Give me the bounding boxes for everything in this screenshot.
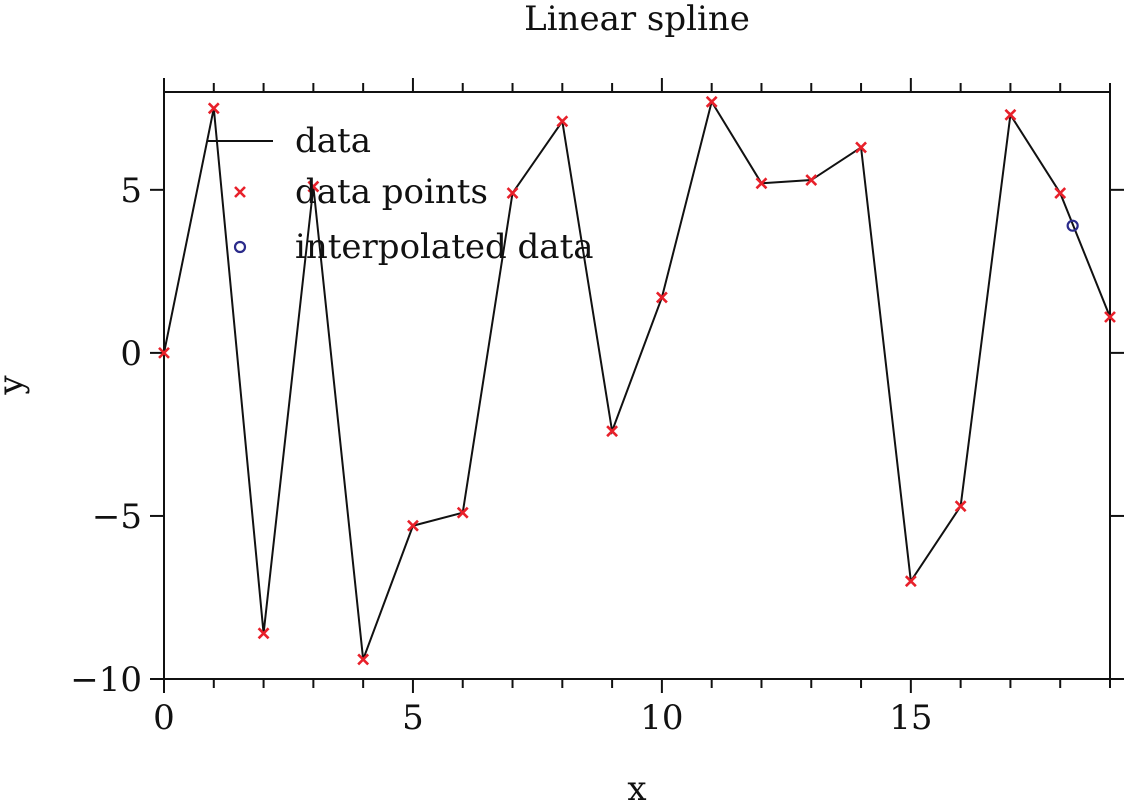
legend: data data points interpolated data (208, 121, 594, 267)
x-tick-label: 5 (402, 698, 424, 738)
legend-label: data points (295, 172, 488, 212)
data-point-marker (1104, 311, 1116, 323)
data-point-marker (606, 425, 619, 438)
axis-ticks (150, 78, 1124, 693)
data-point-marker (954, 500, 967, 513)
chart-title: Linear spline (524, 0, 750, 39)
interpolated-point-marker (1066, 219, 1079, 232)
x-axis-label: x (627, 769, 646, 801)
tick-labels: 0 5 10 15 −10 −5 0 5 (70, 171, 932, 738)
data-point-marker (357, 653, 370, 666)
data-point-marker (855, 141, 867, 154)
data-point-marker (755, 177, 768, 190)
data-point-marker (655, 291, 668, 304)
x-tick-label: 0 (153, 698, 175, 738)
legend-cross-swatch (234, 186, 246, 198)
legend-label: interpolated data (295, 227, 594, 267)
y-axis-label: y (0, 375, 31, 396)
data-point-marker (158, 346, 170, 359)
x-tick-label: 10 (640, 698, 683, 738)
plot-frame (163, 91, 1111, 680)
data-point-marker (1004, 108, 1017, 121)
data-point-marker (207, 102, 220, 115)
y-tick-label: −5 (92, 497, 142, 537)
data-point-marker (805, 174, 818, 186)
x-tick-label: 15 (889, 698, 932, 738)
series-line-data (163, 99, 1111, 660)
data-point-marker (307, 180, 320, 193)
data-point-marker (257, 627, 270, 640)
data-point-marker (1054, 187, 1067, 200)
data-point-marker (556, 115, 569, 128)
y-tick-label: 5 (120, 171, 142, 211)
data-point-marker (456, 506, 469, 519)
legend-circle-swatch (233, 240, 247, 254)
legend-label: data (295, 121, 371, 161)
y-tick-label: −10 (70, 660, 142, 700)
data-point-marker (705, 95, 718, 108)
series-layer (158, 95, 1116, 666)
y-tick-label: 0 (120, 334, 142, 374)
data-point-marker (407, 519, 419, 532)
data-point-marker (506, 187, 519, 200)
data-point-marker (904, 575, 917, 588)
